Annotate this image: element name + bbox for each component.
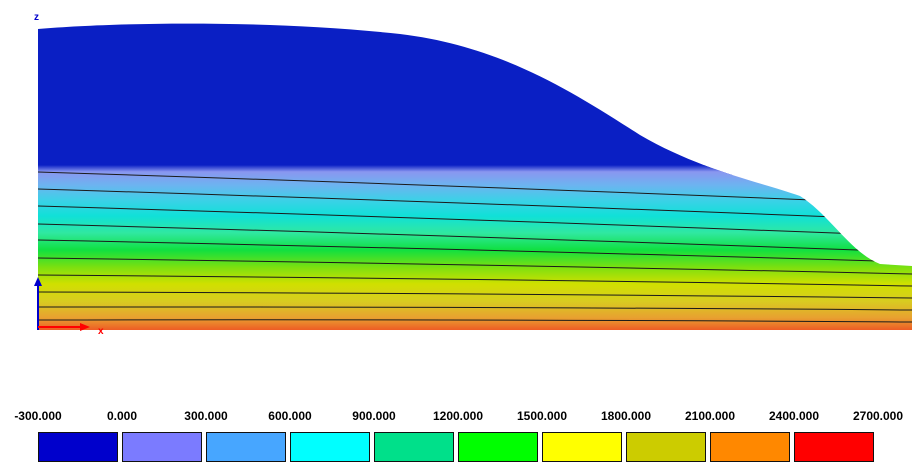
contour-line bbox=[38, 205, 912, 237]
legend-swatch bbox=[122, 432, 202, 462]
legend-tick-label: 0.000 bbox=[106, 409, 138, 423]
legend-tick-label: 2700.000 bbox=[852, 409, 904, 423]
contour-line bbox=[38, 257, 912, 275]
contour-line bbox=[38, 274, 912, 287]
contour-line bbox=[38, 188, 912, 221]
contour-plot bbox=[34, 23, 912, 331]
legend-swatch bbox=[710, 432, 790, 462]
legend-tick-label: 1800.000 bbox=[600, 409, 652, 423]
contour-line bbox=[38, 291, 912, 299]
legend-swatch bbox=[290, 432, 370, 462]
legend-swatch bbox=[542, 432, 622, 462]
legend-tick-label: 2100.000 bbox=[684, 409, 736, 423]
contour-line bbox=[38, 319, 912, 323]
z-axis-label: z bbox=[34, 12, 39, 23]
lower-field bbox=[38, 165, 912, 331]
legend-swatch bbox=[626, 432, 706, 462]
legend-swatch bbox=[38, 432, 118, 462]
x-axis-arrow bbox=[80, 323, 90, 331]
contour-line bbox=[38, 306, 912, 311]
legend-swatch bbox=[374, 432, 454, 462]
z-axis-arrow bbox=[34, 277, 42, 286]
legend-tick-label: 1200.000 bbox=[432, 409, 484, 423]
legend-tick-label: 600.000 bbox=[268, 409, 312, 423]
x-axis-label: x bbox=[98, 326, 104, 337]
contour-line bbox=[38, 223, 912, 253]
legend-tick-label: -300.000 bbox=[14, 409, 62, 423]
upper-field bbox=[38, 23, 912, 175]
field bbox=[38, 23, 912, 331]
color-legend bbox=[38, 432, 878, 463]
legend-tick-label: 1500.000 bbox=[516, 409, 568, 423]
contour-line bbox=[38, 171, 912, 205]
legend-tick-label: 2400.000 bbox=[768, 409, 820, 423]
legend-swatch bbox=[458, 432, 538, 462]
legend-tick-label: 900.000 bbox=[352, 409, 396, 423]
legend-tick-labels: -300.000 0.000 300.000 600.000 900.000 1200.0… bbox=[0, 409, 914, 425]
legend-swatch bbox=[794, 432, 874, 462]
contour-lines bbox=[38, 171, 912, 323]
contour-line bbox=[38, 239, 912, 263]
legend-swatch bbox=[206, 432, 286, 462]
legend-tick-label: 300.000 bbox=[184, 409, 228, 423]
